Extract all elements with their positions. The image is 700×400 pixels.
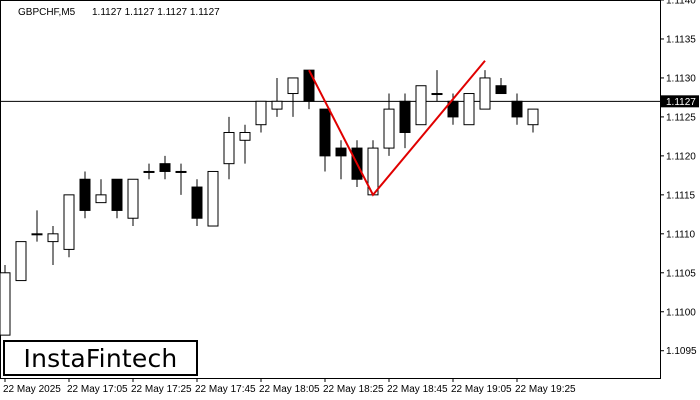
plot-frame [0,0,661,379]
candle [399,93,411,149]
x-tick-label: 22 May 18:25 [323,384,384,395]
x-tick-label: 22 May 19:25 [515,384,576,395]
candle [63,194,75,258]
x-tick-label: 22 May 17:05 [67,384,128,395]
y-tick-label: 1.1100 [666,307,696,318]
ohlc-label: 1.1127 1.1127 1.1127 1.1127 [92,7,220,18]
y-tick-label: 1.1135 [666,34,696,45]
candle [287,77,299,117]
bearish-candle-body [159,163,171,172]
candle [271,77,283,117]
bullish-candle-body [207,170,219,227]
candle [175,163,187,195]
bullish-candle-body [255,100,267,126]
candle [527,108,539,133]
x-tick-label: 22 May 18:05 [259,384,320,395]
y-tick-label: 1.1140 [666,0,696,7]
candle [463,93,475,126]
candle [95,179,107,204]
bearish-candle-body [79,178,91,211]
bullish-candle-body [127,178,139,219]
bullish-candle-body [175,170,187,173]
bullish-candle-body [0,272,11,336]
bullish-candle-body [95,194,107,204]
bullish-candle-body [239,131,251,141]
candle [335,140,347,180]
bullish-candle-body [383,108,395,149]
bearish-candle-body [319,108,331,157]
price-tag-value: 1.1127 [666,97,696,108]
y-axis: 1.1140 1.1135 1.1130 1.1125 1.1120 1.1115 1.11… [660,0,697,357]
x-tick-label: 22 May 18:45 [387,384,448,395]
candle [431,70,443,102]
candlestick-series [0,69,539,336]
candle [511,93,523,125]
bullish-candle-body [143,170,155,173]
candle [207,170,219,227]
candle [495,77,507,95]
candle [383,93,395,156]
candle [239,124,251,164]
bullish-candle-body [479,77,491,110]
y-tick-label: 1.1130 [666,73,696,84]
double-top-pattern-line [308,60,486,197]
bearish-candle-body [191,186,203,219]
price-tag: 1.1127 [661,95,699,108]
candle [79,171,91,219]
bullish-candle-body [431,93,443,96]
bearish-candle-body [335,147,347,157]
bullish-candle-body [527,108,539,126]
bullish-candle-body [47,233,59,243]
y-tick-label: 1.1115 [666,190,696,201]
y-tick-label: 1.1095 [666,346,697,357]
bearish-candle-body [511,100,523,118]
candle [15,241,27,282]
price-tag-box [661,95,699,108]
y-tick-label: 1.1105 [666,268,696,279]
x-tick-label: 22 May 2025 [3,384,61,395]
candle [319,108,331,172]
brand-logo: InstaFintech [3,340,198,376]
bullish-candle-body [31,233,43,236]
y-tick-label: 1.1120 [666,151,696,162]
candle [31,210,43,242]
y-tick-label: 1.1110 [666,229,696,240]
bullish-candle-body [15,241,27,282]
bullish-candle-body [415,85,427,126]
candle [191,179,203,227]
bearish-candle-body [447,100,459,118]
candle [479,70,491,110]
bearish-candle-body [495,85,507,95]
bearish-candle-body [111,178,123,211]
y-tick-label: 1.1125 [666,112,696,123]
bullish-candle-body [63,194,75,250]
bullish-candle-body [271,100,283,110]
candle [0,264,11,336]
bullish-candle-body [287,77,299,95]
bullish-candle-body [463,93,475,126]
x-tick-label: 22 May 17:45 [195,384,256,395]
symbol-label: GBPCHF,M5 [18,7,76,18]
candle [47,226,59,265]
candle [255,100,267,133]
candle [159,155,171,180]
x-tick-label: 22 May 19:05 [451,384,512,395]
bullish-candle-body [223,131,235,165]
candle [143,163,155,180]
candle [223,116,235,180]
candle [415,85,427,126]
bearish-candle-body [399,100,411,133]
candle [127,178,139,227]
x-tick-label: 22 May 17:25 [131,384,192,395]
candle [111,178,123,219]
x-axis: 22 May 2025 22 May 17:05 22 May 17:25 22 Ma… [3,378,576,395]
